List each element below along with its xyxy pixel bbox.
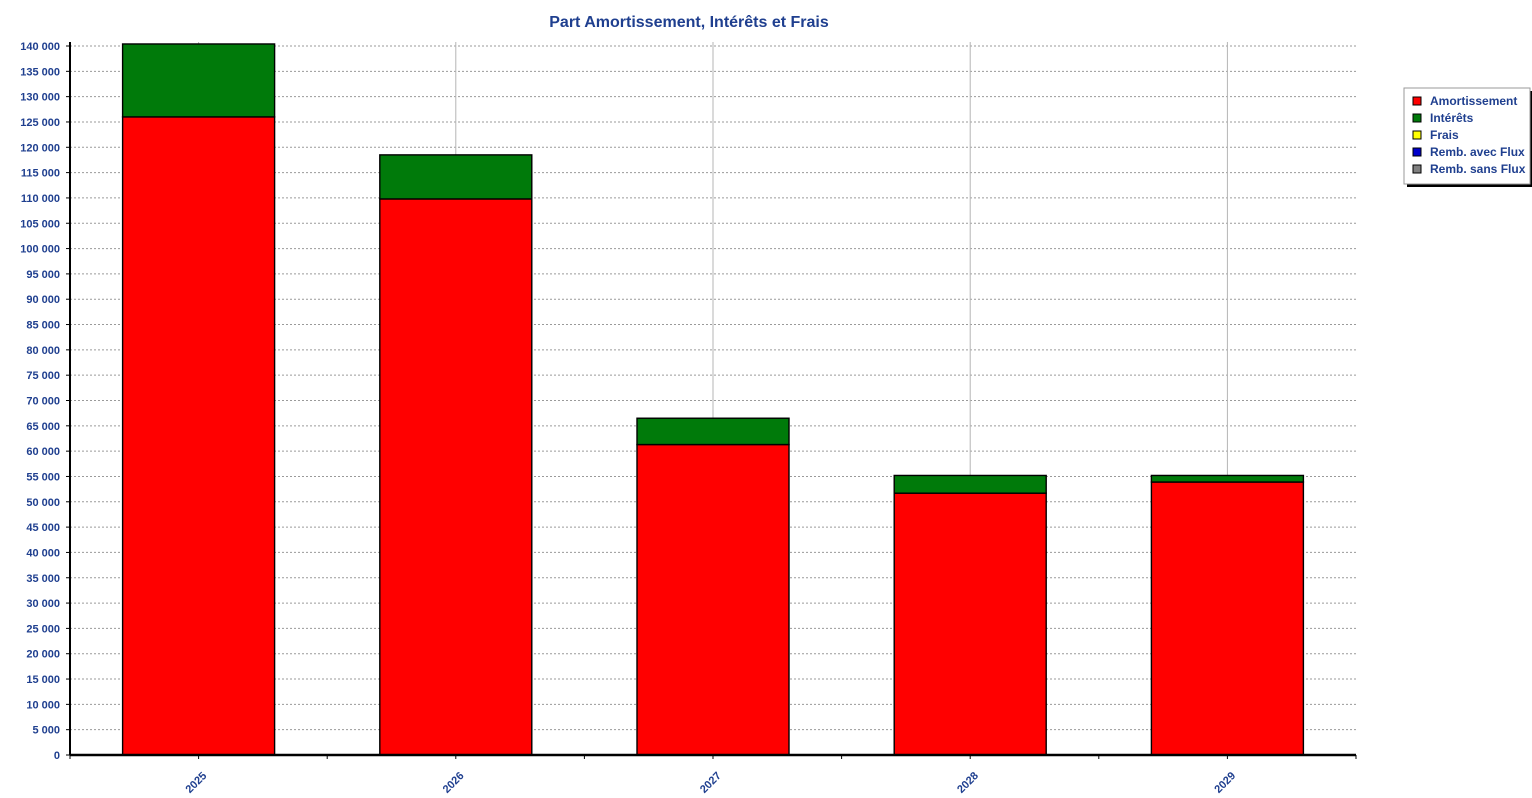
y-tick-label: 105 000	[20, 218, 60, 230]
y-tick-label: 80 000	[26, 345, 60, 357]
legend-label: Remb. avec Flux	[1430, 145, 1525, 159]
y-tick-label: 125 000	[20, 117, 60, 129]
y-axis-ticks: 0 5 000 10 000 15 000 20 000 25 000 30 000 35 0…	[20, 41, 70, 762]
bar-int-r-ts-2029	[1150, 474, 1305, 483]
x-tick-label: 2025	[184, 770, 210, 796]
y-tick-label: 100 000	[20, 244, 60, 256]
legend: Amortissement Intérêts Frais Remb. avec Flu…	[1403, 87, 1532, 187]
y-tick-label: 110 000	[21, 193, 60, 205]
y-tick-label: 90 000	[26, 294, 60, 306]
y-tick-label: 75 000	[26, 370, 60, 382]
bar-amortissement-2028	[893, 492, 1047, 756]
y-tick-label: 55 000	[26, 471, 60, 483]
y-tick-label: 35 000	[26, 573, 60, 585]
legend-label: Intérêts	[1430, 111, 1474, 125]
legend-swatch	[1412, 164, 1422, 174]
y-tick-label: 45 000	[26, 522, 60, 534]
legend-label: Amortissement	[1430, 94, 1517, 108]
bar-amortissement-2027	[636, 443, 790, 756]
y-tick-label: 130 000	[20, 92, 60, 104]
chart-title: Part Amortissement, Intérêts et Frais	[549, 14, 829, 31]
bar-int-r-ts-2025	[121, 43, 276, 118]
bar-amortissement-2026	[379, 198, 533, 756]
bars-layer	[121, 43, 1305, 756]
legend-label: Frais	[1430, 128, 1459, 142]
y-tick-label: 25 000	[26, 623, 60, 635]
y-tick-label: 70 000	[26, 396, 60, 408]
legend-swatch	[1412, 113, 1422, 123]
y-tick-label: 10 000	[26, 699, 60, 711]
y-tick-label: 0	[54, 750, 60, 762]
y-tick-label: 140 000	[20, 41, 60, 53]
legend-label: Remb. sans Flux	[1430, 162, 1526, 176]
x-tick-label: 2026	[441, 770, 467, 796]
x-tick-label: 2027	[698, 770, 724, 796]
bar-amortissement-2029	[1150, 481, 1305, 756]
y-tick-label: 115 000	[21, 168, 60, 180]
y-tick-label: 95 000	[26, 269, 60, 281]
bar-int-r-ts-2028	[893, 474, 1047, 494]
legend-swatch	[1412, 130, 1422, 140]
bar-int-r-ts-2026	[379, 154, 533, 200]
y-tick-label: 30 000	[26, 598, 60, 610]
legend-box	[1403, 87, 1531, 185]
y-tick-label: 65 000	[26, 421, 60, 433]
y-tick-label: 40 000	[26, 547, 60, 559]
y-tick-label: 20 000	[26, 649, 60, 661]
x-axis-ticks: 2025 2026 2027 2028 2029	[69, 755, 1357, 796]
legend-swatch	[1412, 96, 1422, 106]
y-tick-label: 85 000	[26, 320, 60, 332]
x-tick-label: 2029	[1212, 770, 1238, 796]
y-tick-label: 135 000	[20, 66, 60, 78]
bar-int-r-ts-2027	[636, 417, 790, 446]
y-tick-label: 60 000	[26, 446, 60, 458]
y-tick-label: 5 000	[32, 725, 60, 737]
x-tick-label: 2028	[955, 770, 981, 796]
y-tick-label: 15 000	[26, 674, 60, 686]
legend-swatch	[1412, 147, 1422, 157]
bar-amortissement-2025	[121, 116, 276, 756]
y-tick-label: 50 000	[26, 497, 60, 509]
y-tick-label: 120 000	[20, 142, 60, 154]
